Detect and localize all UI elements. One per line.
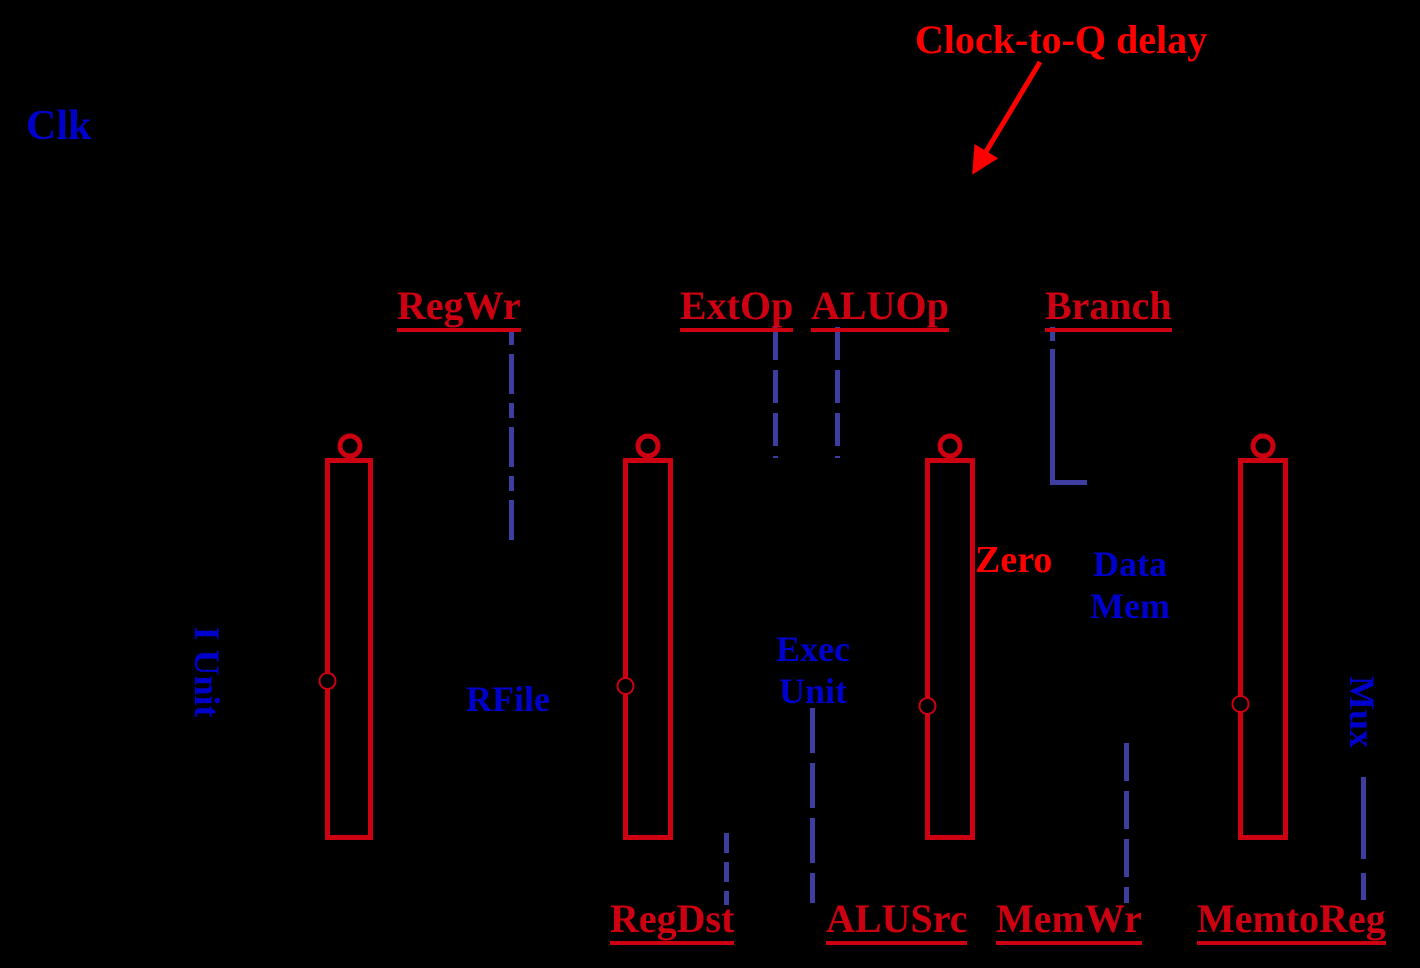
pipeline-register-icon [918,433,975,840]
data-mem-label: Data Mem [1080,543,1180,627]
zero-flag-label: Zero [975,539,1053,581]
signal-lines [509,327,1366,905]
clk-label: Clk [26,103,92,149]
clock-notch-icon [1231,695,1250,713]
signal-label-memwr: MemWr [996,897,1142,945]
signal-label-alusrc: ALUSrc [826,897,968,945]
data-mem-line2: Mem [1090,586,1170,626]
exec-unit-line2: Unit [778,671,847,711]
signal-label-regdst: RegDst [610,897,735,945]
signal-label-branch: Branch [1045,284,1172,332]
clock-notch-icon [616,677,635,695]
pipeline-register-icon [616,433,673,840]
exec-unit-label: Exec Unit [763,628,863,712]
pipeline-register-icon [318,433,373,840]
clock-bubble-icon [337,433,363,459]
mux-label: Mux [1342,676,1382,748]
exec-unit-line1: Exec [776,629,850,669]
clock-notch-icon [318,672,337,690]
clock-bubble-icon [635,433,661,459]
clock-to-q-callout: Clock-to-Q delay [915,17,1208,62]
signal-label-aluop: ALUOp [811,284,949,332]
i-unit-label: I Unit [187,626,227,718]
pipeline-register-icon [1231,433,1288,840]
clock-to-q-arrow-icon [972,60,1043,175]
clock-notch-icon [918,697,937,715]
signal-label-memtoreg: MemtoReg [1197,897,1386,945]
clock-bubble-icon [1250,433,1276,459]
rfile-label: RFile [466,679,550,719]
signal-label-extop: ExtOp [680,284,794,332]
signal-label-regwr: RegWr [397,284,521,332]
pipeline-registers [318,433,1288,840]
data-mem-line1: Data [1093,544,1167,584]
clock-bubble-icon [937,433,963,459]
